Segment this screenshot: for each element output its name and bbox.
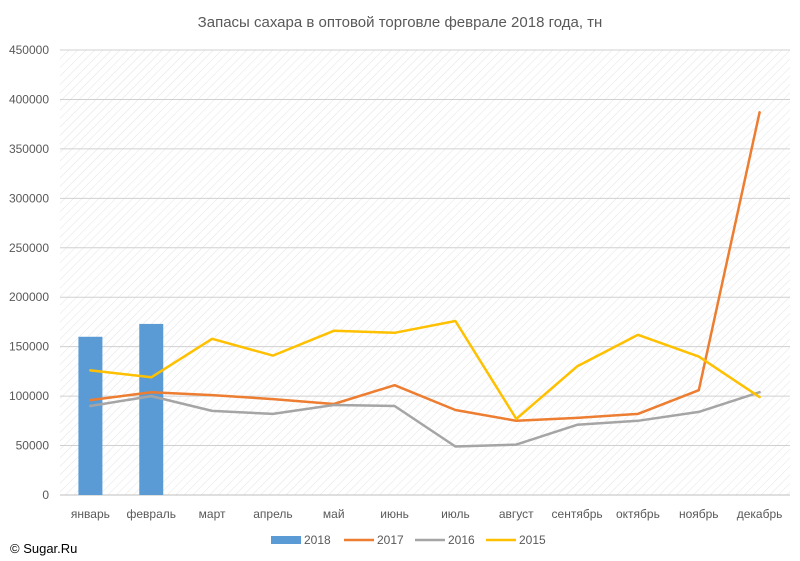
y-tick-label: 450000 — [9, 43, 49, 57]
x-axis-ticks: январь февраль март апрель май июнь июль август… — [71, 507, 782, 521]
x-tick-label: январь — [71, 507, 110, 521]
x-tick-label: октябрь — [616, 507, 660, 521]
series-line — [89, 390, 761, 448]
legend: 2018 2017 2016 2015 — [271, 533, 546, 547]
x-tick-label: март — [199, 507, 226, 521]
y-tick-label: 100000 — [9, 389, 49, 403]
legend-label: 2016 — [448, 533, 475, 547]
x-tick-label: май — [323, 507, 345, 521]
x-tick-label: ноябрь — [679, 507, 719, 521]
credit-text: © Sugar.Ru — [10, 541, 77, 556]
y-tick-label: 50000 — [16, 439, 50, 453]
x-tick-label: апрель — [253, 507, 292, 521]
y-tick-label: 200000 — [9, 290, 49, 304]
plot-area — [60, 50, 790, 495]
x-tick-label: июль — [441, 507, 470, 521]
gridlines — [60, 49, 790, 496]
legend-label: 2018 — [304, 533, 331, 547]
y-tick-label: 350000 — [9, 142, 49, 156]
bar — [78, 336, 103, 495]
x-tick-label: июнь — [380, 507, 409, 521]
y-tick-label: 150000 — [9, 340, 49, 354]
y-tick-label: 400000 — [9, 92, 49, 106]
legend-label: 2015 — [519, 533, 546, 547]
bar — [139, 323, 164, 495]
legend-label: 2017 — [377, 533, 404, 547]
x-tick-label: август — [499, 507, 534, 521]
y-tick-label: 250000 — [9, 241, 49, 255]
x-tick-label: февраль — [126, 507, 176, 521]
y-tick-label: 300000 — [9, 191, 49, 205]
series-line — [89, 111, 761, 423]
x-tick-label: декабрь — [737, 507, 783, 521]
bar-series — [78, 323, 164, 495]
y-tick-label: 0 — [42, 488, 49, 502]
y-axis-ticks: 0 50000 100000 150000 200000 250000 300000 3500… — [9, 43, 49, 502]
x-tick-label: сентябрь — [552, 507, 603, 521]
series-line — [89, 319, 761, 421]
chart-title: Запасы сахара в оптовой торговле феврале… — [198, 14, 603, 31]
legend-swatch — [271, 536, 301, 544]
line-series — [89, 111, 761, 448]
